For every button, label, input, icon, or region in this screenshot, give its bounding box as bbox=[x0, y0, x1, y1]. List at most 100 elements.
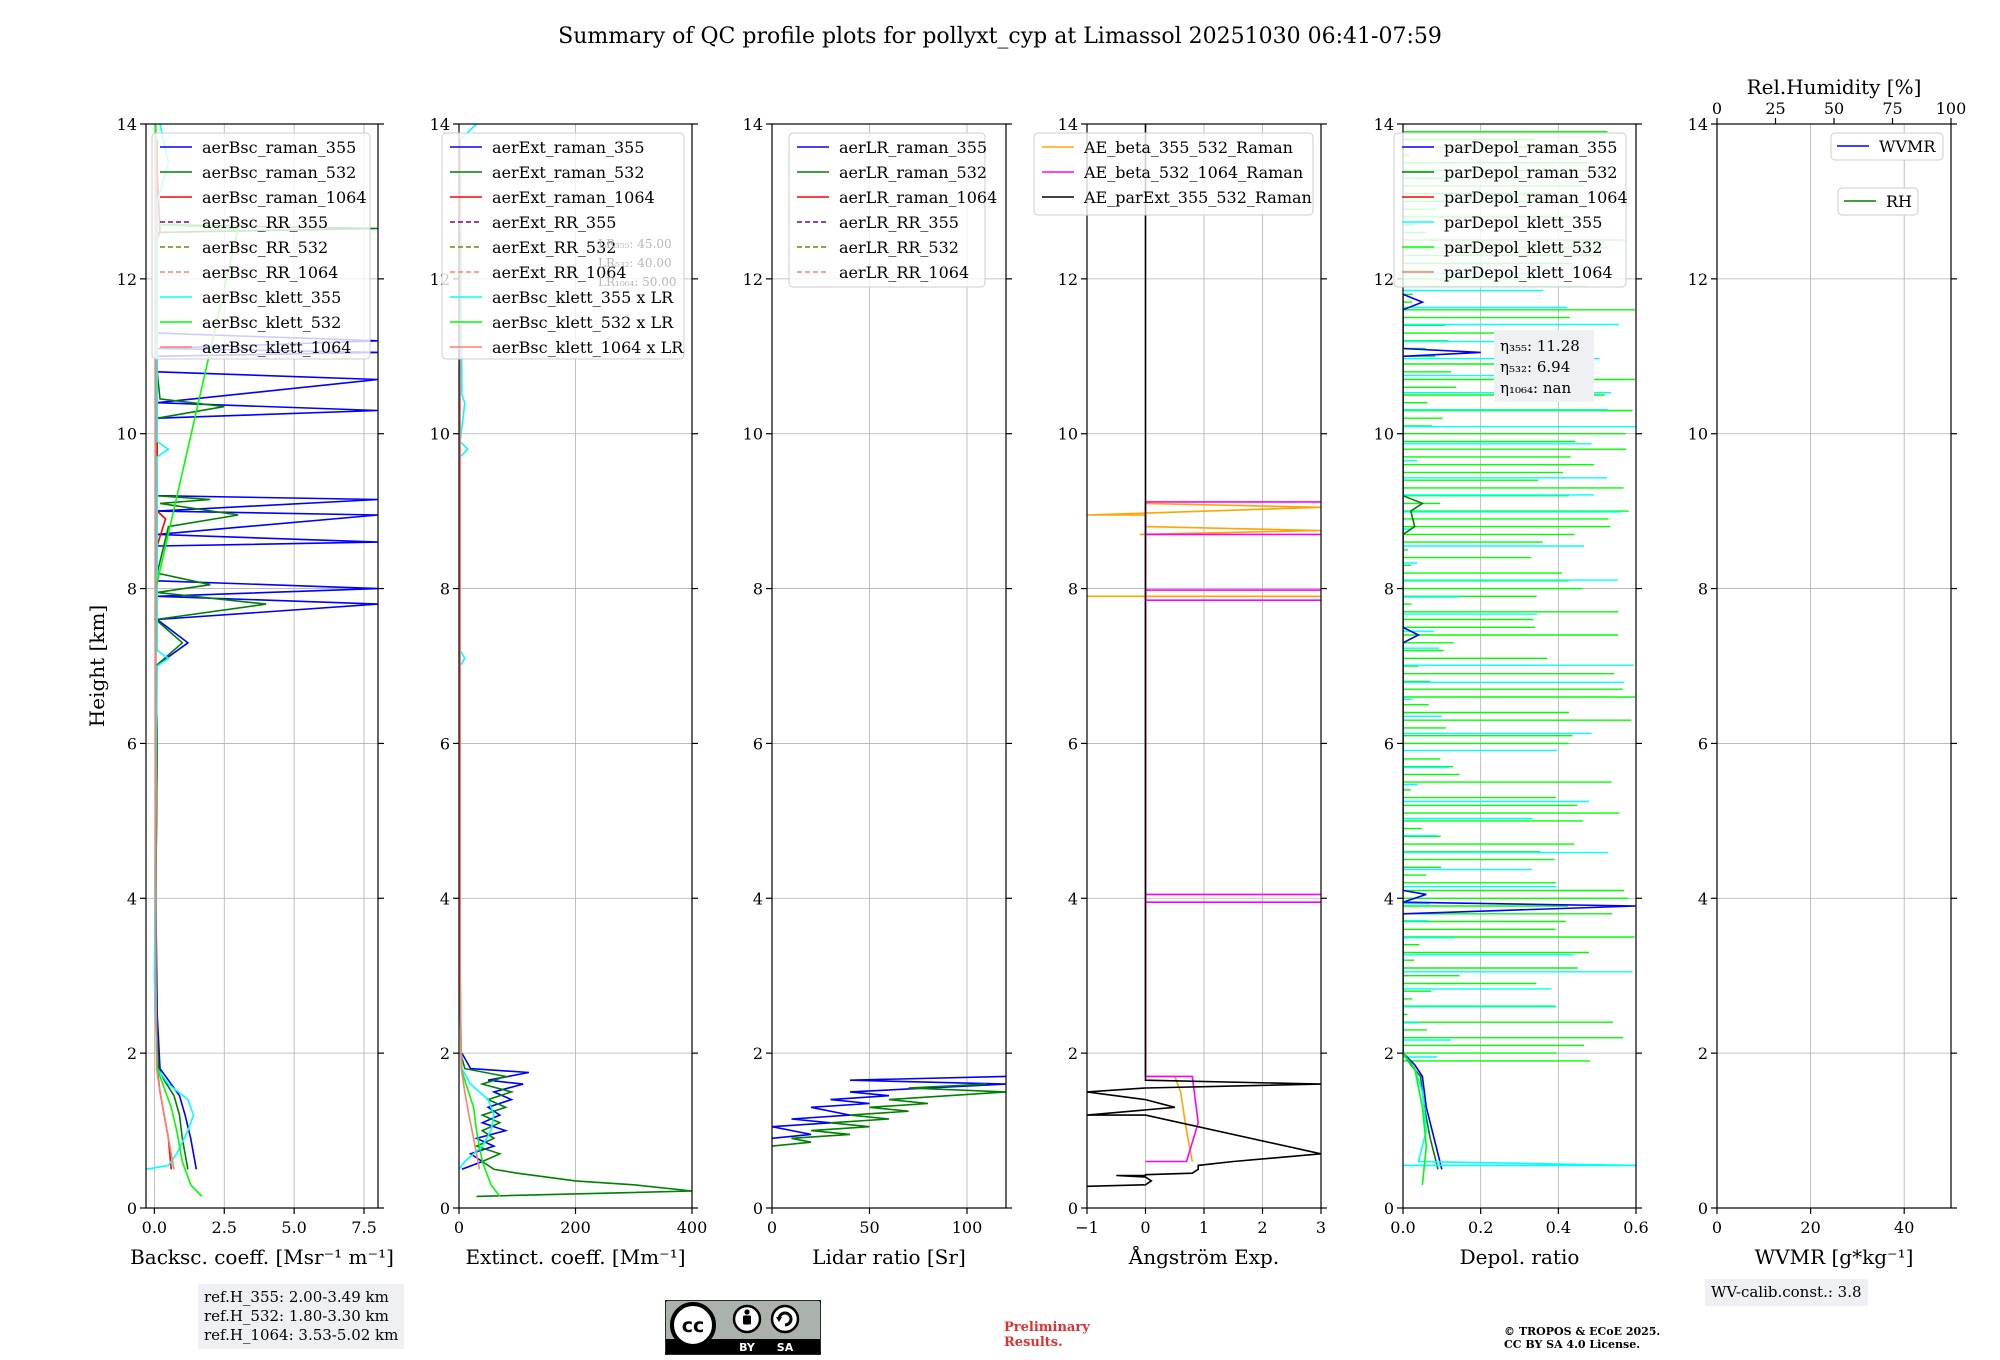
top-xtick-label: 25 bbox=[1765, 99, 1785, 118]
cc-letters: cc bbox=[682, 1315, 705, 1337]
ytick-label: 10 bbox=[1688, 425, 1708, 444]
ytick-label: 8 bbox=[753, 580, 763, 599]
legend-label: parDepol_klett_1064 bbox=[1444, 263, 1613, 282]
series-parDepol_raman_355 bbox=[1403, 293, 1636, 1170]
xtick-label: 40 bbox=[1894, 1218, 1914, 1237]
ytick-label: 6 bbox=[1068, 734, 1078, 753]
ytick-label: 2 bbox=[127, 1044, 137, 1063]
eta-value: η₅₃₂: 6.94 bbox=[1500, 358, 1570, 376]
top-xtick-label: 75 bbox=[1882, 99, 1902, 118]
lidar-ratio-value: LR₅₃₂: 40.00 bbox=[598, 256, 672, 270]
ytick-label: 14 bbox=[743, 115, 763, 134]
legend-label: aerBsc_klett_1064 bbox=[202, 338, 351, 357]
legend-label: aerLR_RR_532 bbox=[839, 238, 959, 257]
ytick-label: 0 bbox=[440, 1199, 450, 1218]
ytick-label: 6 bbox=[1698, 734, 1708, 753]
xtick-label: 5.0 bbox=[281, 1218, 306, 1237]
series-aerLR_raman_532 bbox=[772, 1083, 1006, 1147]
ytick-label: 8 bbox=[1068, 580, 1078, 599]
legend-label: aerBsc_raman_532 bbox=[202, 163, 356, 182]
ytick-label: 4 bbox=[440, 889, 450, 908]
legend-label: AE_parExt_355_532_Raman bbox=[1083, 188, 1312, 207]
ytick-label: 14 bbox=[117, 115, 137, 134]
xtick-label: 3 bbox=[1316, 1218, 1326, 1237]
legend-label: AE_beta_355_532_Raman bbox=[1083, 138, 1293, 157]
axes-frame bbox=[145, 123, 379, 1209]
xtick-label: 50 bbox=[859, 1218, 879, 1237]
legend-box bbox=[1830, 132, 1944, 161]
ytick-label: 0 bbox=[127, 1199, 137, 1218]
ytick-label: 4 bbox=[1698, 889, 1708, 908]
legend-label: aerLR_RR_1064 bbox=[839, 263, 969, 282]
xtick-label: 0 bbox=[1712, 1218, 1722, 1237]
xtick-label: 20 bbox=[1800, 1218, 1820, 1237]
legend-box bbox=[1033, 132, 1314, 216]
ytick-label: 8 bbox=[1384, 580, 1394, 599]
legend-label: aerBsc_RR_532 bbox=[202, 238, 328, 257]
ytick-label: 4 bbox=[127, 889, 137, 908]
legend-label: aerBsc_klett_355 x LR bbox=[492, 288, 674, 307]
ytick-label: 2 bbox=[440, 1044, 450, 1063]
legend-label: aerBsc_raman_355 bbox=[202, 138, 356, 157]
reference-height-1064: ref.H_1064: 3.53-5.02 km bbox=[204, 1326, 399, 1344]
legend-label: WVMR bbox=[1879, 137, 1936, 156]
xtick-label: 400 bbox=[677, 1218, 708, 1237]
xtick-label: 2 bbox=[1257, 1218, 1267, 1237]
xtick-label: 0.0 bbox=[142, 1218, 167, 1237]
ytick-label: 12 bbox=[117, 270, 137, 289]
ytick-label: 6 bbox=[753, 734, 763, 753]
legend-label: aerBsc_RR_355 bbox=[202, 213, 328, 232]
xaxis-label: Extinct. coeff. [Mm⁻¹] bbox=[465, 1245, 685, 1269]
legend-label: aerLR_RR_355 bbox=[839, 213, 959, 232]
legend-box bbox=[1837, 187, 1919, 216]
series-group-ext bbox=[459, 124, 692, 1198]
xtick-label: 7.5 bbox=[351, 1218, 376, 1237]
reference-height-532: ref.H_532: 1.80-3.30 km bbox=[204, 1307, 389, 1325]
ytick-label: 10 bbox=[117, 425, 137, 444]
legend-label: aerExt_raman_355 bbox=[492, 138, 645, 157]
copyright-note: © TROPOS & ECoE 2025. CC BY SA 4.0 Licen… bbox=[1504, 1325, 1660, 1351]
xtick-label: 0 bbox=[1140, 1218, 1150, 1237]
legend-label: parDepol_raman_1064 bbox=[1444, 188, 1628, 207]
xtick-label: 2.5 bbox=[212, 1218, 237, 1237]
xtick-label: 0.4 bbox=[1546, 1218, 1571, 1237]
legend-box bbox=[788, 132, 986, 288]
ytick-label: 8 bbox=[127, 580, 137, 599]
series-group-ae bbox=[1087, 124, 1321, 1188]
legend-label: aerBsc_klett_1064 x LR bbox=[492, 338, 684, 357]
ytick-label: 10 bbox=[1374, 425, 1394, 444]
eta-box bbox=[1494, 330, 1594, 402]
reference-height-355: ref.H_355: 2.00-3.49 km bbox=[204, 1288, 389, 1306]
legend-label: aerBsc_raman_1064 bbox=[202, 188, 367, 207]
xtick-label: 0 bbox=[767, 1218, 777, 1237]
panel-bsc: 0 2 4 6 8 10 12 14 0.0 2.5 5.0 7.5 Backsc. coeff. [M… bbox=[85, 115, 394, 1269]
reference-height-box: ref.H_355: 2.00-3.49 km ref.H_532: 1.80-… bbox=[198, 1284, 405, 1349]
ytick-label: 8 bbox=[440, 580, 450, 599]
panel-lr: 0 2 4 6 8 10 12 14 0 50 100 Lidar ratio [Sr] aerLR_r… bbox=[743, 115, 1012, 1269]
legend-label: aerBsc_klett_532 bbox=[202, 313, 341, 332]
series-AE_parExt_355_532_Raman bbox=[1087, 124, 1321, 1188]
legend-label: aerLR_raman_355 bbox=[839, 138, 987, 157]
cc-by-sa-license-badge[interactable]: cc BY SA bbox=[665, 1300, 821, 1355]
series-aerExt_raman_532 bbox=[459, 1052, 692, 1198]
xtick-label: 0.6 bbox=[1623, 1218, 1648, 1237]
series-aerBsc_klett_1064 bbox=[155, 139, 175, 1170]
legend-label: AE_beta_532_1064_Raman bbox=[1083, 163, 1303, 182]
series-parDepol_klett_355 bbox=[1403, 1052, 1636, 1167]
legend-label: parDepol_raman_532 bbox=[1444, 163, 1617, 182]
ytick-label: 2 bbox=[1384, 1044, 1394, 1063]
axes-frame bbox=[1402, 123, 1637, 1209]
ytick-label: 14 bbox=[1058, 115, 1078, 134]
top-xtick-label: 50 bbox=[1824, 99, 1844, 118]
ytick-label: 0 bbox=[1068, 1199, 1078, 1218]
ytick-label: 10 bbox=[430, 425, 450, 444]
xaxis-label: WVMR [g*kg⁻¹] bbox=[1755, 1245, 1914, 1269]
legend-label: aerExt_RR_1064 bbox=[492, 263, 627, 282]
sa-label: SA bbox=[777, 1341, 794, 1354]
series-parDepol_raman_532 bbox=[1403, 294, 1439, 1170]
wv-calibration-constant: WV-calib.const.: 3.8 bbox=[1711, 1283, 1862, 1301]
figure-title: Summary of QC profile plots for pollyxt_… bbox=[558, 24, 1442, 49]
